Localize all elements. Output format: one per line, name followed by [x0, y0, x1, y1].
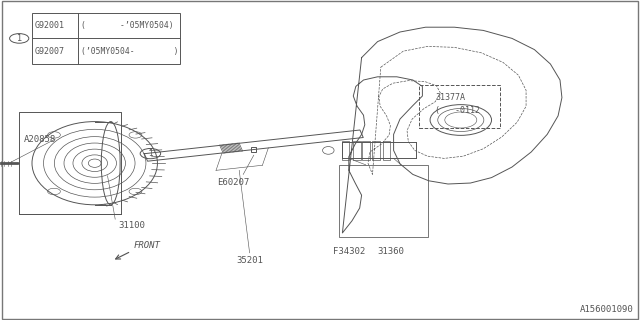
- Text: F34302: F34302: [333, 247, 365, 256]
- Text: 31100: 31100: [118, 221, 145, 230]
- Text: G92001: G92001: [35, 21, 65, 30]
- Bar: [339, 165, 428, 237]
- Bar: [419, 85, 500, 128]
- Bar: [383, 141, 390, 160]
- Text: 1: 1: [17, 34, 22, 43]
- Text: (   -0112: ( -0112: [435, 106, 480, 115]
- Text: (’05MY0504-        ): (’05MY0504- ): [81, 47, 178, 56]
- Text: FRONT: FRONT: [133, 241, 160, 250]
- Bar: [353, 141, 361, 160]
- Text: 31377A: 31377A: [435, 93, 465, 102]
- Bar: [32, 13, 180, 64]
- Bar: [342, 141, 349, 160]
- Text: (       -’05MY0504): ( -’05MY0504): [81, 21, 173, 30]
- Bar: [372, 141, 380, 160]
- Text: A156001090: A156001090: [580, 305, 634, 314]
- Text: G92007: G92007: [35, 47, 65, 56]
- Bar: [362, 141, 370, 160]
- Text: 1: 1: [148, 149, 153, 158]
- Bar: [251, 147, 256, 152]
- Text: A20858: A20858: [24, 135, 56, 144]
- Text: 35201: 35201: [236, 256, 263, 265]
- Text: 31360: 31360: [377, 247, 404, 256]
- Text: E60207: E60207: [218, 178, 250, 187]
